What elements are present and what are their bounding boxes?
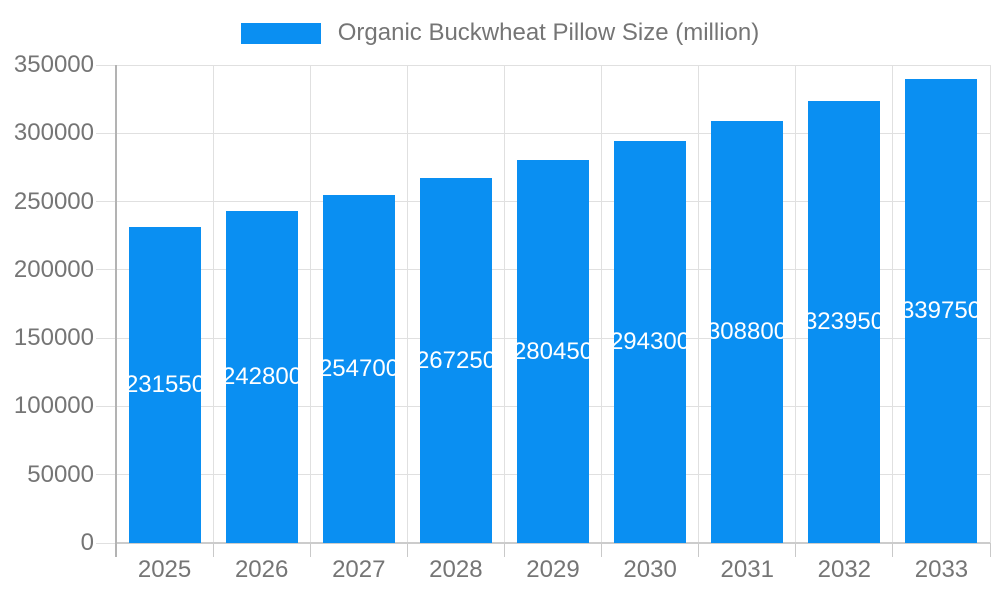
y-axis-label: 0 — [80, 529, 94, 556]
bar[interactable]: 308800 — [711, 121, 783, 543]
x-axis-label: 2026 — [234, 556, 289, 583]
x-axis-tick — [795, 543, 797, 557]
bar-value-label: 267250 — [420, 346, 492, 374]
bar[interactable]: 294300 — [614, 141, 686, 543]
gridline-vertical — [795, 65, 797, 543]
gridline-vertical — [892, 65, 894, 543]
bar-value-label: 294300 — [614, 328, 686, 355]
y-axis-label: 300000 — [13, 119, 94, 147]
x-axis-tick — [601, 543, 603, 557]
bar[interactable]: 267250 — [420, 178, 492, 543]
bar-value-label: 308800 — [711, 318, 783, 345]
gridline-vertical — [601, 65, 603, 543]
x-axis-tick — [309, 543, 311, 557]
x-axis-label: 2027 — [332, 556, 386, 583]
x-axis-label: 2028 — [429, 556, 483, 583]
gridline-vertical — [989, 65, 991, 543]
y-axis-tick — [96, 132, 116, 134]
y-axis-label: 150000 — [13, 324, 94, 352]
x-axis-tick — [503, 543, 505, 557]
y-axis-label: 100000 — [13, 392, 94, 420]
x-axis-tick — [698, 543, 700, 557]
x-axis-tick — [989, 543, 991, 557]
bar-value-label: 339750 — [905, 297, 977, 324]
bar-value-label: 231550 — [129, 371, 201, 398]
bar[interactable]: 280450 — [517, 160, 589, 543]
y-axis-tick — [96, 201, 116, 203]
bar[interactable]: 242800 — [226, 211, 298, 543]
legend-item[interactable]: Organic Buckwheat Pillow Size (million) — [240, 19, 760, 47]
y-axis-tick — [96, 405, 116, 407]
x-axis-label: 2030 — [623, 556, 677, 583]
x-axis-label: 2029 — [526, 556, 580, 583]
bar[interactable]: 339750 — [905, 79, 977, 543]
gridline-vertical — [406, 65, 408, 543]
y-axis-line — [115, 65, 117, 557]
x-axis-label: 2031 — [720, 556, 774, 583]
bar-value-label: 254700 — [323, 355, 395, 382]
y-axis-label: 200000 — [13, 255, 94, 283]
x-axis-label: 2033 — [914, 556, 969, 583]
y-axis-label: 250000 — [13, 187, 94, 215]
bar[interactable]: 231550 — [129, 227, 201, 543]
y-axis-label: 50000 — [27, 460, 94, 488]
y-axis-tick — [96, 337, 116, 339]
x-axis-line — [116, 542, 990, 544]
legend-swatch-icon — [240, 22, 321, 44]
x-axis-tick — [212, 543, 214, 557]
bar-value-label: 242800 — [226, 363, 298, 390]
x-axis-label: 2032 — [817, 556, 872, 583]
legend: Organic Buckwheat Pillow Size (million) — [0, 19, 1000, 47]
gridline-horizontal — [116, 64, 990, 66]
y-axis-tick — [96, 474, 116, 476]
gridline-vertical — [698, 65, 700, 543]
gridline-vertical — [212, 65, 214, 543]
x-axis-label: 2025 — [137, 556, 192, 583]
bar[interactable]: 323950 — [808, 101, 880, 543]
bar[interactable]: 254700 — [323, 195, 395, 543]
y-axis-label: 350000 — [13, 51, 94, 78]
y-axis-tick — [96, 269, 116, 271]
gridline-vertical — [309, 65, 311, 543]
gridline-vertical — [503, 65, 505, 543]
bar-value-label: 280450 — [517, 337, 589, 365]
bar-value-label: 323950 — [808, 308, 880, 335]
x-axis-tick — [892, 543, 894, 557]
gridline-horizontal — [116, 132, 990, 134]
x-axis-tick — [406, 543, 408, 557]
y-axis-tick — [96, 542, 116, 544]
legend-label: Organic Buckwheat Pillow Size (million) — [337, 19, 760, 46]
y-axis-tick — [96, 64, 116, 66]
